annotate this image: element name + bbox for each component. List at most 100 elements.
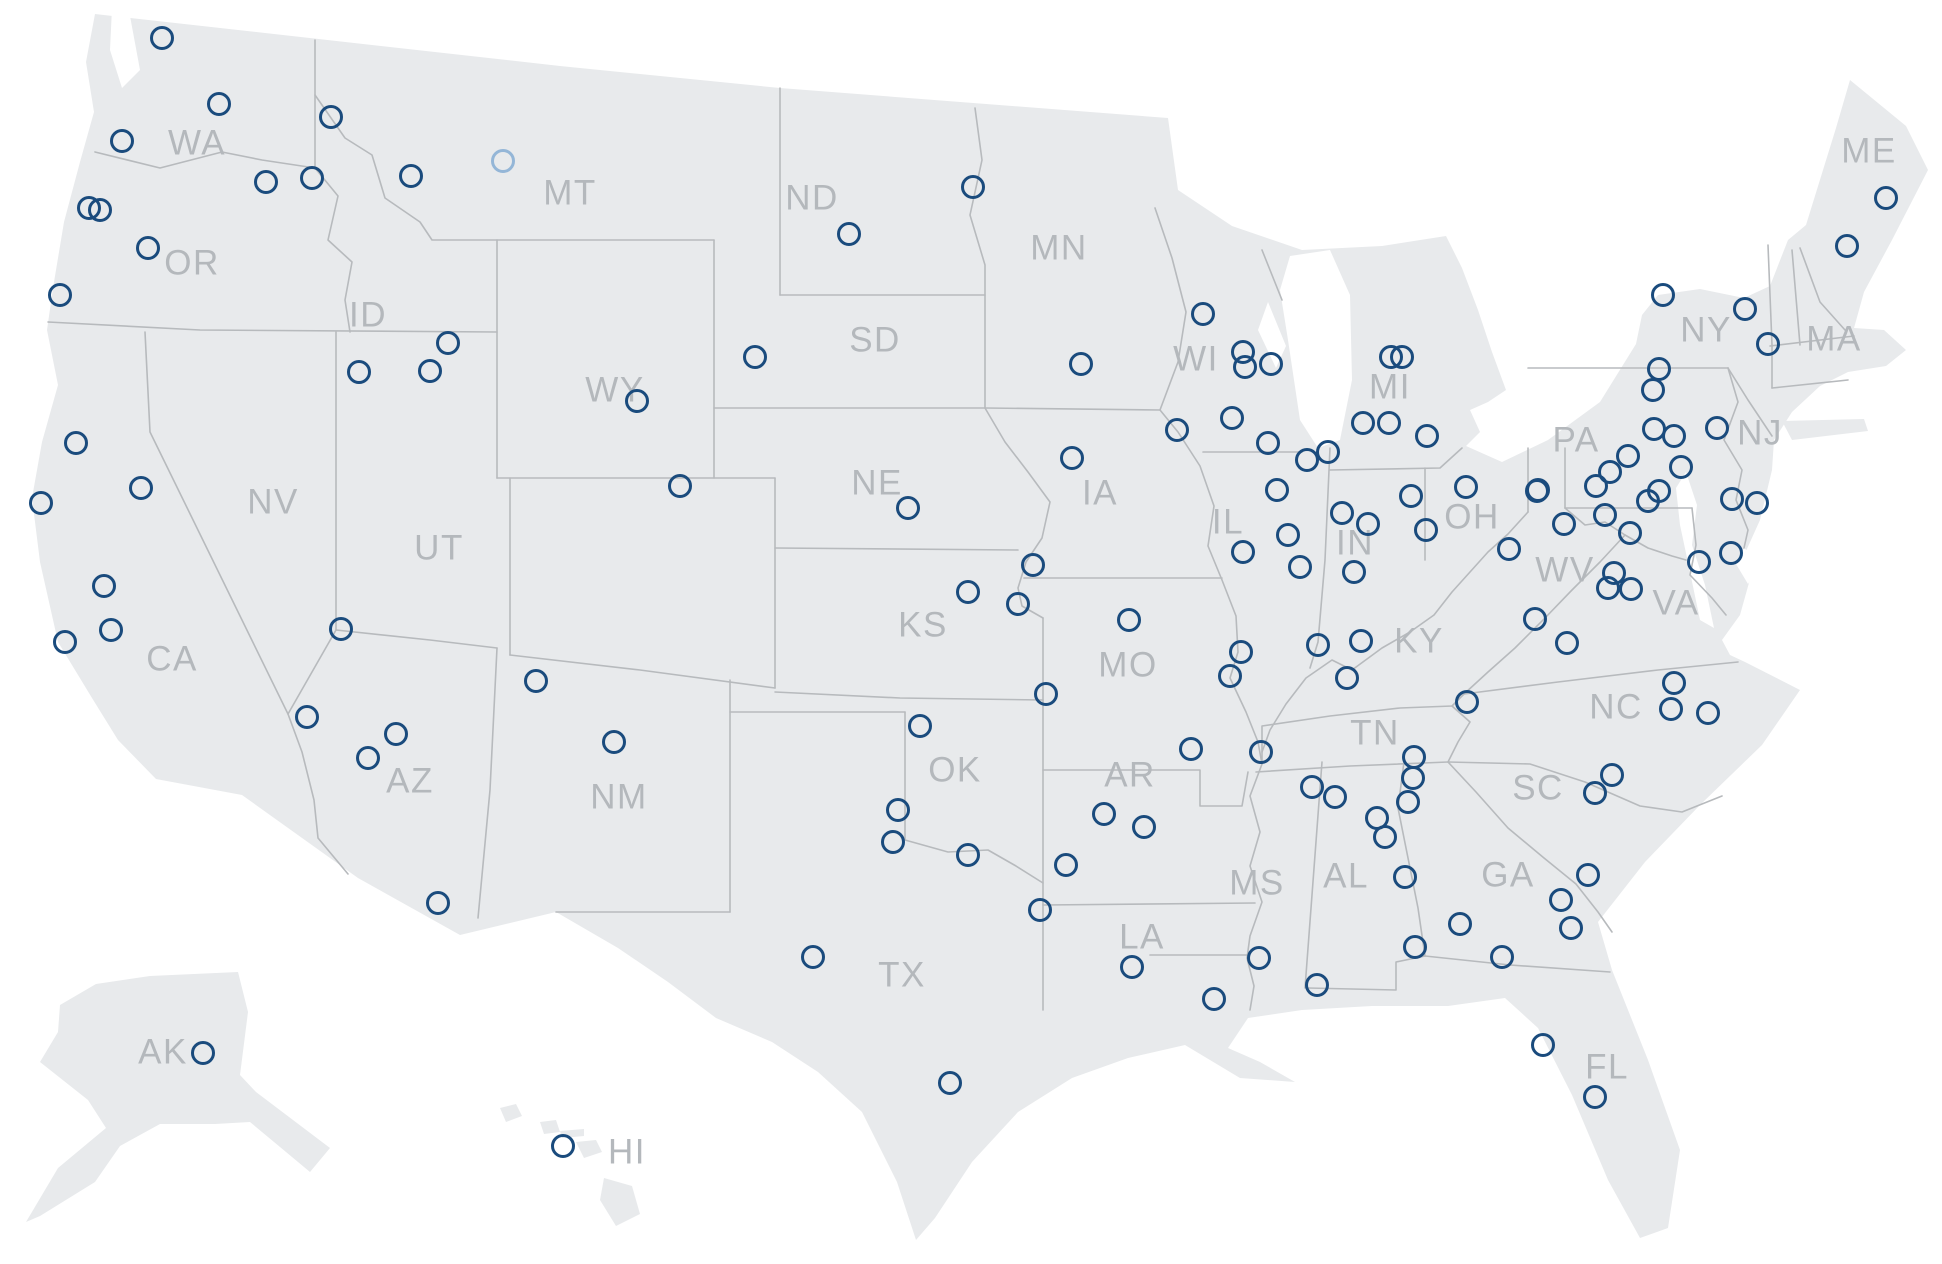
site-marker[interactable] [1265,478,1289,502]
site-marker[interactable] [77,196,101,220]
site-marker[interactable] [1247,946,1271,970]
site-marker[interactable] [1231,340,1255,364]
site-marker[interactable] [29,491,53,515]
site-marker[interactable] [1756,332,1780,356]
site-marker[interactable] [300,166,324,190]
site-marker[interactable] [1600,763,1624,787]
site-marker[interactable] [319,105,343,129]
site-marker[interactable] [1054,853,1078,877]
site-marker[interactable] [1306,633,1330,657]
site-marker[interactable] [1006,592,1030,616]
site-marker[interactable] [1165,418,1189,442]
site-marker[interactable] [1874,186,1898,210]
site-marker[interactable] [1835,234,1859,258]
site-marker[interactable] [1659,697,1683,721]
site-marker[interactable] [1687,550,1711,574]
site-marker[interactable] [48,283,72,307]
site-marker[interactable] [1593,503,1617,527]
site-marker[interactable] [1092,802,1116,826]
site-marker[interactable] [1399,484,1423,508]
site-marker[interactable] [602,730,626,754]
site-marker[interactable] [956,580,980,604]
site-marker[interactable] [110,129,134,153]
site-marker[interactable] [1323,785,1347,809]
site-marker[interactable] [1531,1033,1555,1057]
site-marker[interactable] [551,1134,575,1158]
site-marker[interactable] [1415,424,1439,448]
site-marker[interactable] [1349,629,1373,653]
site-marker[interactable] [88,198,112,222]
site-marker[interactable] [1316,440,1340,464]
site-marker[interactable] [1342,560,1366,584]
site-marker[interactable] [1584,474,1608,498]
site-marker[interactable] [1616,444,1640,468]
site-marker[interactable] [1651,283,1675,307]
site-marker[interactable] [1069,352,1093,376]
site-marker[interactable] [1120,955,1144,979]
site-marker[interactable] [1335,666,1359,690]
site-marker[interactable] [1305,973,1329,997]
site-marker[interactable] [956,843,980,867]
site-marker[interactable] [1403,935,1427,959]
site-marker[interactable] [426,891,450,915]
site-marker-muted[interactable] [491,149,515,173]
site-marker[interactable] [1598,460,1622,484]
site-marker[interactable] [1393,865,1417,889]
site-marker[interactable] [1390,345,1414,369]
site-marker[interactable] [1552,512,1576,536]
site-marker[interactable] [1523,607,1547,631]
site-marker[interactable] [384,722,408,746]
site-marker[interactable] [356,746,380,770]
site-marker[interactable] [1300,775,1324,799]
site-marker[interactable] [1583,781,1607,805]
site-marker[interactable] [1132,815,1156,839]
site-marker[interactable] [1641,378,1665,402]
site-marker[interactable] [92,574,116,598]
site-marker[interactable] [418,359,442,383]
site-marker[interactable] [1662,424,1686,448]
site-marker[interactable] [1028,898,1052,922]
site-marker[interactable] [961,175,985,199]
site-marker[interactable] [1525,479,1549,503]
site-marker[interactable] [1220,406,1244,430]
site-marker[interactable] [1356,512,1380,536]
site-marker[interactable] [1696,701,1720,725]
site-marker[interactable] [1218,664,1242,688]
site-marker[interactable] [329,617,353,641]
site-marker[interactable] [64,431,88,455]
site-marker[interactable] [743,345,767,369]
site-marker[interactable] [1497,537,1521,561]
site-marker[interactable] [1669,455,1693,479]
site-marker[interactable] [1636,489,1660,513]
site-marker[interactable] [1490,945,1514,969]
site-marker[interactable] [1233,355,1257,379]
site-marker[interactable] [1288,555,1312,579]
site-marker[interactable] [129,476,153,500]
site-marker[interactable] [254,170,278,194]
site-marker[interactable] [1559,916,1583,940]
site-marker[interactable] [150,26,174,50]
site-marker[interactable] [1179,737,1203,761]
site-marker[interactable] [53,630,77,654]
site-marker[interactable] [524,669,548,693]
site-marker[interactable] [207,92,231,116]
site-marker[interactable] [1576,863,1600,887]
site-marker[interactable] [908,714,932,738]
site-marker[interactable] [1647,357,1671,381]
site-marker[interactable] [1720,487,1744,511]
site-marker[interactable] [1229,640,1253,664]
site-marker[interactable] [837,222,861,246]
site-marker[interactable] [1373,825,1397,849]
site-marker[interactable] [1733,297,1757,321]
site-marker[interactable] [1414,518,1438,542]
site-marker[interactable] [938,1071,962,1095]
site-marker[interactable] [1351,411,1375,435]
site-marker[interactable] [1249,740,1273,764]
site-marker[interactable] [625,389,649,413]
site-marker[interactable] [399,164,423,188]
site-marker[interactable] [1379,345,1403,369]
site-marker[interactable] [99,618,123,642]
site-marker[interactable] [1401,766,1425,790]
site-marker[interactable] [1619,577,1643,601]
site-marker[interactable] [1719,541,1743,565]
